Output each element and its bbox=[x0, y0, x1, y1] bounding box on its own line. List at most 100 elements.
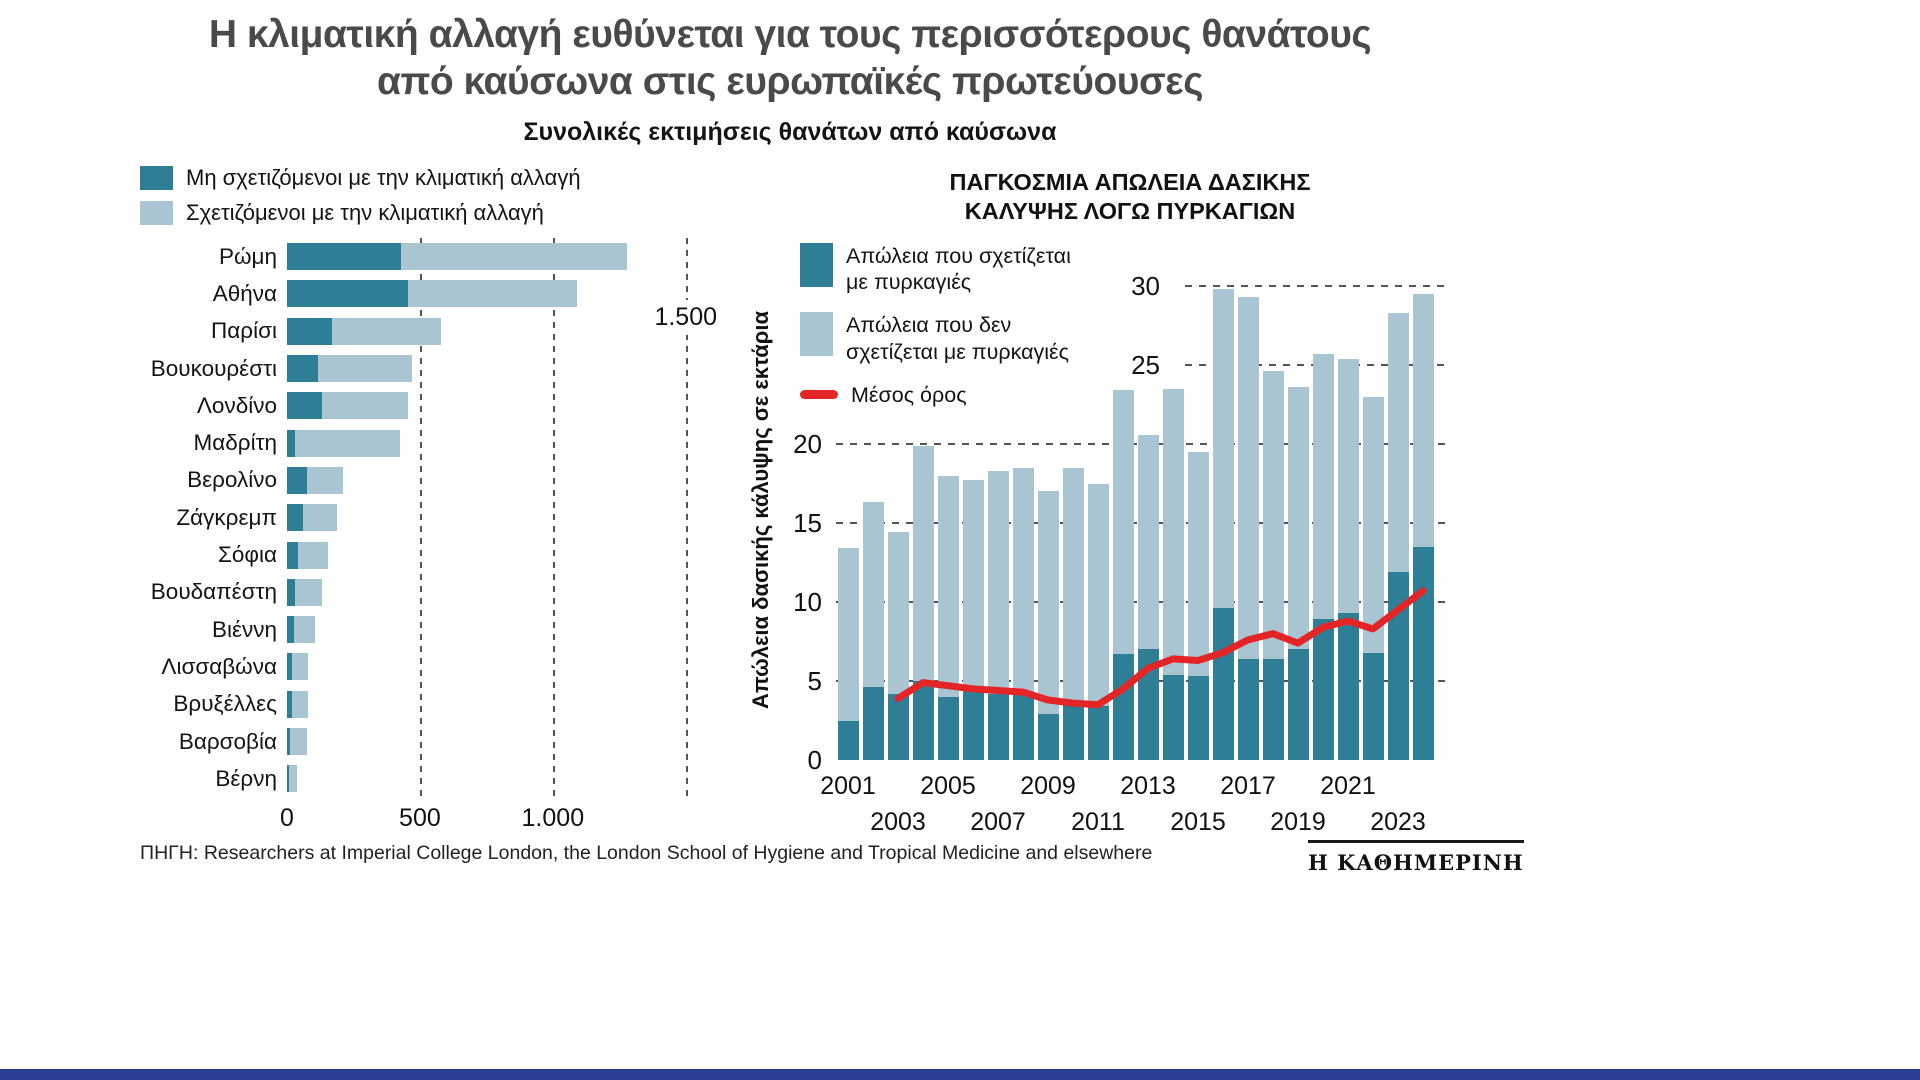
category-label: Ζάγκρεμπ bbox=[176, 504, 277, 530]
y-tick-label: 15 bbox=[793, 508, 822, 538]
bar-row: Παρίσι bbox=[140, 313, 800, 350]
bar-segment-non-climate bbox=[287, 653, 293, 681]
bar-segment-non-fire bbox=[1113, 390, 1134, 655]
bar-area bbox=[287, 690, 309, 718]
bar-segment-non-fire bbox=[1238, 297, 1259, 659]
bar-segment-climate bbox=[317, 355, 412, 383]
bar-segment-non-fire bbox=[1063, 467, 1084, 702]
x-tick-label: 2017 bbox=[1220, 772, 1276, 800]
bar-row: Σόφια bbox=[140, 536, 800, 573]
bar-segment-fire bbox=[913, 681, 934, 760]
y-tick-label: 20 bbox=[793, 429, 822, 459]
bar-segment-climate bbox=[293, 616, 315, 644]
bar-segment-non-climate bbox=[287, 541, 298, 569]
bar-segment-non-fire bbox=[1138, 434, 1159, 650]
bar-row: Βουκουρέστι bbox=[140, 350, 800, 387]
title-line-2: από καύσωνα στις ευρωπαϊκές πρωτεύουσες bbox=[377, 59, 1203, 103]
category-label: Βαρσοβία bbox=[178, 728, 277, 754]
bar-segment-fire bbox=[1413, 546, 1434, 760]
bar-segment-non-climate bbox=[287, 392, 322, 420]
legend-swatch-dark bbox=[140, 166, 173, 190]
title-line-1: Η κλιματική αλλαγή ευθύνεται για τους πε… bbox=[208, 13, 1372, 56]
bar-segment-non-fire bbox=[1038, 491, 1059, 715]
category-label: Λισσαβώνα bbox=[161, 653, 277, 679]
bar-segment-fire bbox=[1363, 652, 1384, 760]
category-label: Βέρνη bbox=[215, 765, 277, 791]
bars-layer: Ρώμη Αθήνα Παρίσι Βουκουρέστι Λονδίνο Μαδρίτη… bbox=[140, 238, 800, 797]
x-tick-label: 500 bbox=[399, 804, 441, 832]
bar-segment-non-climate bbox=[287, 616, 294, 644]
forest-title-line-2: ΚΑΛΥΨΗΣ ΛΟΓΩ ΠΥΡΚΑΓΙΩΝ bbox=[964, 198, 1296, 225]
legend-item-fire-loss: Απώλεια που σχετίζεται με πυρκαγιές bbox=[800, 243, 1071, 295]
bar-row: Βιέννη bbox=[140, 611, 800, 648]
bar-segment-non-fire bbox=[1013, 467, 1034, 693]
x-tick-label: 2007 bbox=[970, 808, 1026, 836]
bar-area bbox=[287, 317, 442, 345]
category-label: Λονδίνο bbox=[196, 392, 277, 418]
bar-row: Βουδαπέστη bbox=[140, 574, 800, 611]
chart-subtitle: Συνολικές εκτιμήσεις θανάτων από καύσωνα bbox=[523, 117, 1057, 146]
bar-area bbox=[287, 578, 322, 606]
bar-area bbox=[287, 355, 412, 383]
y-tick-label: 30 bbox=[1131, 271, 1160, 301]
bar-area bbox=[287, 466, 343, 494]
bar-segment-climate bbox=[292, 653, 309, 681]
bar-segment-fire bbox=[863, 687, 884, 760]
bar-segment-fire bbox=[1088, 706, 1109, 760]
bar-segment-non-climate bbox=[287, 429, 295, 457]
bar-segment-fire bbox=[1313, 619, 1334, 760]
bar-segment-fire bbox=[1288, 649, 1309, 760]
bar-segment-non-fire bbox=[1313, 354, 1334, 620]
x-tick-label: 0 bbox=[280, 804, 294, 832]
legend-label-fire-loss: Απώλεια που σχετίζεται με πυρκαγιές bbox=[846, 243, 1071, 295]
bar-segment-fire bbox=[963, 688, 984, 760]
x-tick-label: 2001 bbox=[820, 772, 876, 800]
bar-segment-non-fire bbox=[913, 445, 934, 681]
bar-segment-non-climate bbox=[287, 243, 402, 271]
bar-segment-non-fire bbox=[888, 532, 909, 694]
forest-loss-legend: Απώλεια που σχετίζεται με πυρκαγιές Απώλ… bbox=[800, 243, 1071, 408]
bar-row: Λονδίνο bbox=[140, 387, 800, 424]
bar-segment-non-fire bbox=[963, 480, 984, 689]
category-label: Αθήνα bbox=[212, 280, 277, 306]
bar-segment-non-climate bbox=[287, 280, 408, 308]
bar-segment-climate bbox=[295, 578, 322, 606]
legend-label-climate: Σχετιζόμενοι με την κλιματική αλλαγή bbox=[186, 200, 544, 225]
legend-swatch-light bbox=[800, 312, 833, 357]
bar-segment-climate bbox=[295, 429, 400, 457]
x-tick-label: 1.500 bbox=[647, 300, 724, 335]
bar-segment-non-fire bbox=[1388, 312, 1409, 572]
bar-segment-climate bbox=[321, 392, 408, 420]
bar-segment-non-fire bbox=[863, 502, 884, 688]
legend-line-swatch-red bbox=[800, 390, 838, 400]
legend-item-non-climate: Μη σχετιζόμενοι με την κλιματική αλλαγή bbox=[140, 165, 800, 191]
bar-segment-fire bbox=[1038, 714, 1059, 760]
bar-row: Βρυξέλλες bbox=[140, 686, 800, 723]
bar-segment-fire bbox=[938, 696, 959, 760]
bar-segment-climate bbox=[297, 541, 329, 569]
bar-segment-non-fire bbox=[838, 548, 859, 721]
bar-segment-non-fire bbox=[1188, 451, 1209, 677]
bar-segment-fire bbox=[1163, 674, 1184, 760]
legend-swatch-light bbox=[140, 201, 173, 225]
bar-segment-non-climate bbox=[287, 690, 293, 718]
legend-swatch-dark bbox=[800, 243, 833, 287]
legend-item-climate: Σχετιζόμενοι με την κλιματική αλλαγή bbox=[140, 200, 800, 226]
bar-segment-non-fire bbox=[938, 475, 959, 697]
brand-logo: Η ΚΑΘΗΜΕΡΙΝΗ bbox=[1308, 840, 1524, 875]
category-label: Βιέννη bbox=[211, 616, 277, 642]
bar-area bbox=[287, 728, 307, 755]
grid-layer: 0 500 1.000 1.500 bbox=[140, 238, 800, 858]
x-tick-label: 2013 bbox=[1120, 772, 1176, 800]
bar-segment-fire bbox=[838, 720, 859, 760]
legend-label-average: Μέσος όρος bbox=[851, 382, 967, 407]
bar-row: Βέρνη bbox=[140, 760, 800, 797]
bar-row: Μαδρίτη bbox=[140, 424, 800, 461]
bar-segment-non-fire bbox=[1263, 371, 1284, 659]
bar-row: Βαρσοβία bbox=[140, 723, 800, 760]
legend-item-non-fire-loss: Απώλεια που δεν σχετίζεται με πυρκαγιές bbox=[800, 312, 1071, 364]
bar-segment-fire bbox=[1188, 676, 1209, 760]
bar-segment-fire bbox=[1063, 701, 1084, 760]
gridline bbox=[1185, 285, 1450, 287]
header: Η κλιματική αλλαγή ευθύνεται για τους πε… bbox=[60, 12, 1520, 147]
